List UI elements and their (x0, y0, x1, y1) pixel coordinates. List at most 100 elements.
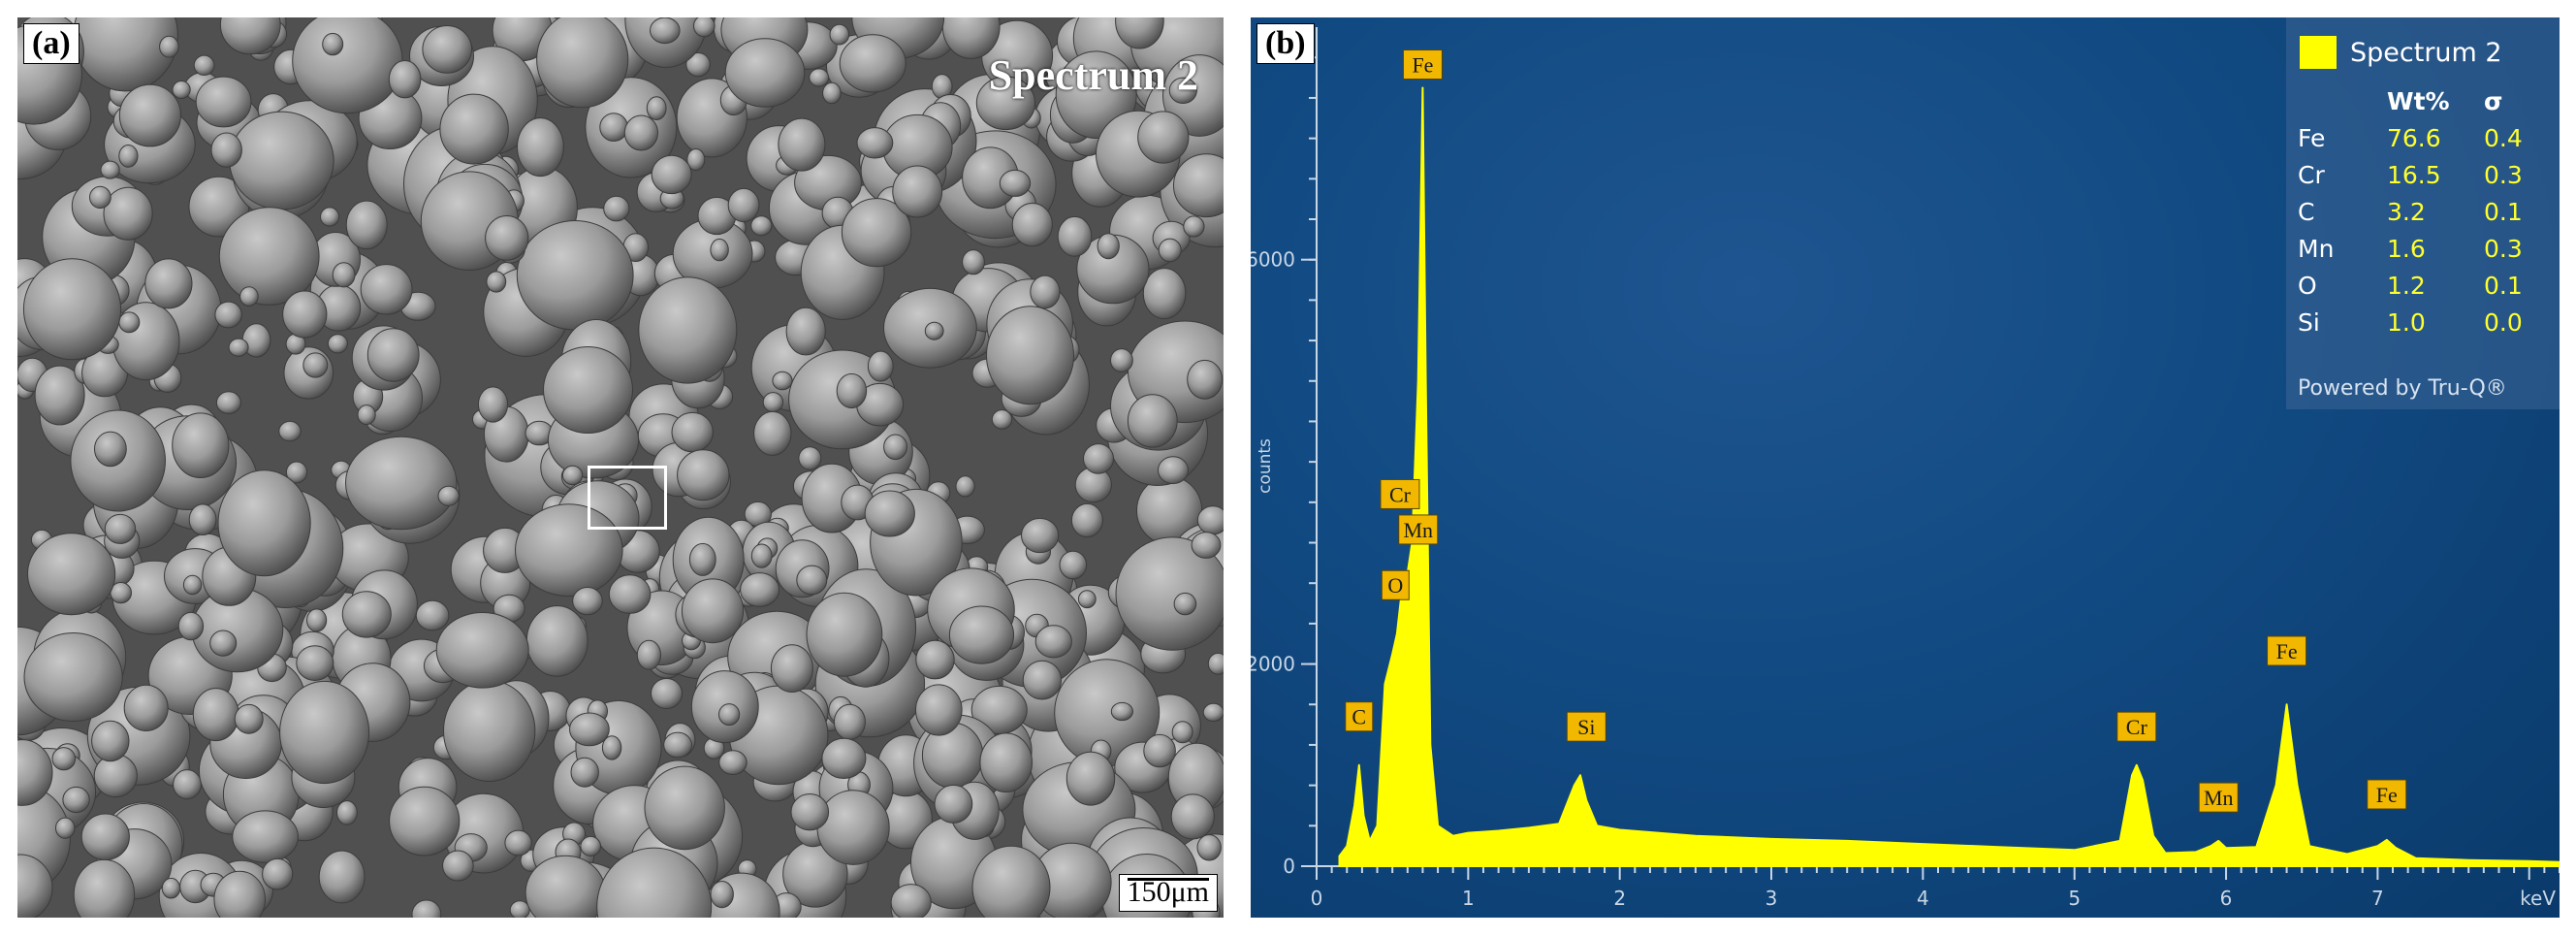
powder-particle (596, 847, 713, 918)
powder-particle (1115, 536, 1224, 651)
peak-label-fe: Fe (1402, 49, 1443, 81)
x-tick-label: 0 (1311, 887, 1323, 910)
powder-particle (118, 311, 141, 334)
powder-particle (740, 572, 780, 607)
powder-particle (710, 881, 734, 909)
powder-particle (785, 307, 826, 356)
y-tick-label: 6000 (1251, 248, 1295, 272)
powder-particle (806, 592, 883, 677)
legend-element: C (2298, 198, 2315, 226)
powder-particle (173, 769, 202, 800)
powder-particle (1191, 532, 1222, 559)
legend-element: Fe (2298, 124, 2326, 152)
powder-particle (1011, 203, 1053, 247)
powder-particle (718, 703, 741, 727)
powder-particle (608, 574, 652, 614)
powder-particle (144, 258, 193, 309)
powder-particle (1127, 394, 1178, 448)
x-tick-label: 6 (2220, 887, 2233, 910)
powder-particle (924, 321, 944, 340)
powder-particle (841, 198, 912, 268)
powder-particle (718, 750, 747, 775)
powder-particle (821, 737, 867, 780)
legend-wt-value: 76.6 (2387, 124, 2441, 152)
powder-particle (292, 17, 403, 114)
powder-particle (443, 680, 536, 782)
powder-particle (816, 790, 890, 865)
scale-bar: 150μm (1118, 874, 1218, 912)
legend-element: Si (2298, 308, 2320, 337)
powder-particle (646, 96, 667, 120)
powder-particle (986, 306, 1074, 405)
powder-particle (17, 854, 53, 918)
powder-particle (1070, 502, 1103, 538)
analysis-region-box (588, 466, 667, 530)
legend-sigma-value: 0.1 (2484, 198, 2523, 226)
legend-wt-value: 3.2 (2387, 198, 2426, 226)
powder-particle (172, 81, 191, 99)
powder-particle (1097, 233, 1120, 260)
powder-particle (345, 436, 458, 531)
svg-text:Fe: Fe (2376, 783, 2398, 807)
scale-bar-label: 150μm (1127, 876, 1209, 908)
powder-particle (442, 850, 474, 882)
legend-header-sigma: σ (2484, 87, 2503, 115)
powder-particle (306, 608, 328, 632)
powder-particle (100, 160, 120, 179)
legend-header-wt: Wt% (2387, 87, 2450, 115)
legend-sigma-value: 0.0 (2484, 308, 2523, 337)
powder-particle (389, 786, 461, 856)
powder-particle (829, 23, 850, 46)
powder-particle (1059, 550, 1088, 580)
peak-label-cr: Cr (2116, 711, 2157, 742)
powder-particle (214, 301, 242, 329)
peak-label-mn: Mn (2198, 782, 2239, 813)
peak-label-cr: Cr (1380, 478, 1420, 509)
x-tick-label: 2 (1613, 887, 1626, 910)
powder-particle (536, 17, 629, 109)
x-tick-label: 7 (2371, 887, 2384, 910)
powder-particle (262, 857, 294, 890)
powder-particle (962, 249, 985, 275)
powder-particle (663, 731, 692, 759)
powder-particle (159, 35, 179, 58)
svg-text:C: C (1352, 705, 1366, 729)
x-tick-label: 5 (2068, 887, 2081, 910)
powder-particle (1196, 505, 1224, 535)
powder-particle (318, 850, 366, 904)
powder-particle (485, 215, 529, 261)
powder-particle (94, 431, 127, 468)
powder-particle (688, 542, 716, 576)
powder-particle (685, 52, 711, 78)
spectrum-area-title: Spectrum 2 (988, 51, 1198, 99)
powder-particle (282, 290, 328, 339)
powder-particle (1187, 359, 1224, 400)
powder-particle (336, 800, 358, 825)
powder-particle (856, 127, 894, 159)
powder-particle (279, 680, 370, 785)
peak-label-fe: Fe (2367, 779, 2407, 810)
powder-particle (22, 258, 122, 361)
powder-particle (1170, 793, 1215, 840)
powder-particle (322, 32, 344, 56)
powder-particle (601, 735, 622, 760)
powder-particle (161, 877, 181, 899)
powder-particle (677, 449, 730, 501)
powder-particle (572, 587, 603, 616)
powder-particle (1168, 77, 1197, 105)
powder-particle (228, 338, 249, 357)
powder-particle (686, 148, 706, 171)
powder-particle (51, 747, 77, 771)
powder-particle (1065, 751, 1116, 806)
spectrum-area (1338, 86, 2560, 867)
powder-particle (435, 612, 529, 689)
powder-particle (234, 703, 264, 734)
powder-particle (341, 591, 392, 638)
powder-particle (486, 271, 507, 293)
legend-wt-value: 16.5 (2387, 161, 2441, 189)
peak-label-o: O (1381, 569, 1410, 600)
powder-particle (23, 632, 123, 722)
legend-element: Cr (2298, 161, 2325, 189)
powder-particle (934, 784, 973, 824)
powder-particle (796, 565, 828, 596)
